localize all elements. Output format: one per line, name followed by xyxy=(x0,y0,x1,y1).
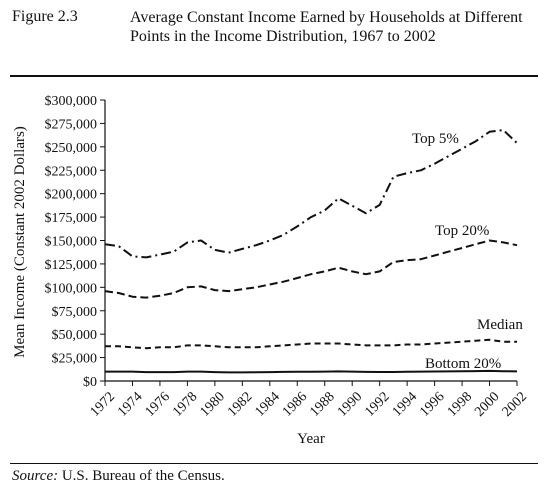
x-tick-label: 1990 xyxy=(335,389,365,419)
x-axis-label: Year xyxy=(297,431,325,447)
x-tick-label: 1978 xyxy=(170,389,200,419)
series-line-top-5 xyxy=(104,129,518,259)
y-tick-label: $25,000 xyxy=(52,352,98,367)
series-line-top-20 xyxy=(104,239,518,299)
series-lines xyxy=(104,129,518,374)
y-tick-label: $150,000 xyxy=(45,235,98,250)
y-tick-label: $225,000 xyxy=(45,164,98,179)
series-label-top5: Top 5% xyxy=(412,131,459,147)
figure-title: Average Constant Income Earned by Househ… xyxy=(130,9,523,45)
x-tick-label: 1982 xyxy=(225,389,255,419)
series-label-top20: Top 20% xyxy=(435,223,489,239)
series-label-bottom20: Bottom 20% xyxy=(425,356,501,372)
series-label-median: Median xyxy=(477,317,523,333)
y-tick-label: $300,000 xyxy=(45,94,98,109)
y-tick-label: $50,000 xyxy=(52,328,98,343)
y-tick-label: $200,000 xyxy=(45,188,98,203)
y-tick-label: $100,000 xyxy=(45,281,98,296)
x-axis-ticks: 1972197419761978198019821984198619881990… xyxy=(88,381,530,420)
source-text: U.S. Bureau of the Census. xyxy=(58,468,225,484)
x-tick-label: 2002 xyxy=(500,389,530,419)
x-tick-label: 1996 xyxy=(417,389,447,419)
x-tick-label: 1984 xyxy=(252,389,282,419)
x-tick-label: 1974 xyxy=(115,389,145,419)
y-tick-label: $250,000 xyxy=(45,141,98,156)
figure-label: Figure 2.3 xyxy=(12,8,78,25)
series-line-median xyxy=(105,338,517,350)
x-tick-label: 1986 xyxy=(280,389,310,419)
x-tick-label: 1992 xyxy=(362,389,392,419)
x-tick-label: 1972 xyxy=(88,389,118,419)
y-axis-label: Mean Income (Constant 2002 Dollars) xyxy=(12,126,28,358)
y-tick-label: $0 xyxy=(83,375,97,390)
x-tick-label: 1976 xyxy=(143,389,173,419)
y-axis-ticks: $0 $25,000 $50,000 $75,000 $100,000 $125,000 $… xyxy=(45,94,105,390)
x-tick-label: 1994 xyxy=(390,389,420,419)
top-rule xyxy=(10,75,538,77)
source-note: Source: U.S. Bureau of the Census. xyxy=(12,468,225,485)
x-tick-label: 1980 xyxy=(198,389,228,419)
bottom-rule xyxy=(10,463,538,464)
y-tick-label: $275,000 xyxy=(45,117,98,132)
y-tick-label: $125,000 xyxy=(45,258,98,273)
y-tick-label: $175,000 xyxy=(45,211,98,226)
income-chart: $0 $25,000 $50,000 $75,000 $100,000 $125,000 $… xyxy=(12,94,530,447)
y-tick-label: $75,000 xyxy=(52,305,98,320)
source-prefix: Source: xyxy=(12,468,59,484)
x-tick-label: 2000 xyxy=(472,389,502,419)
x-tick-label: 1998 xyxy=(445,389,475,419)
x-tick-label: 1988 xyxy=(307,389,337,419)
series-line-bottom-20 xyxy=(105,369,518,374)
